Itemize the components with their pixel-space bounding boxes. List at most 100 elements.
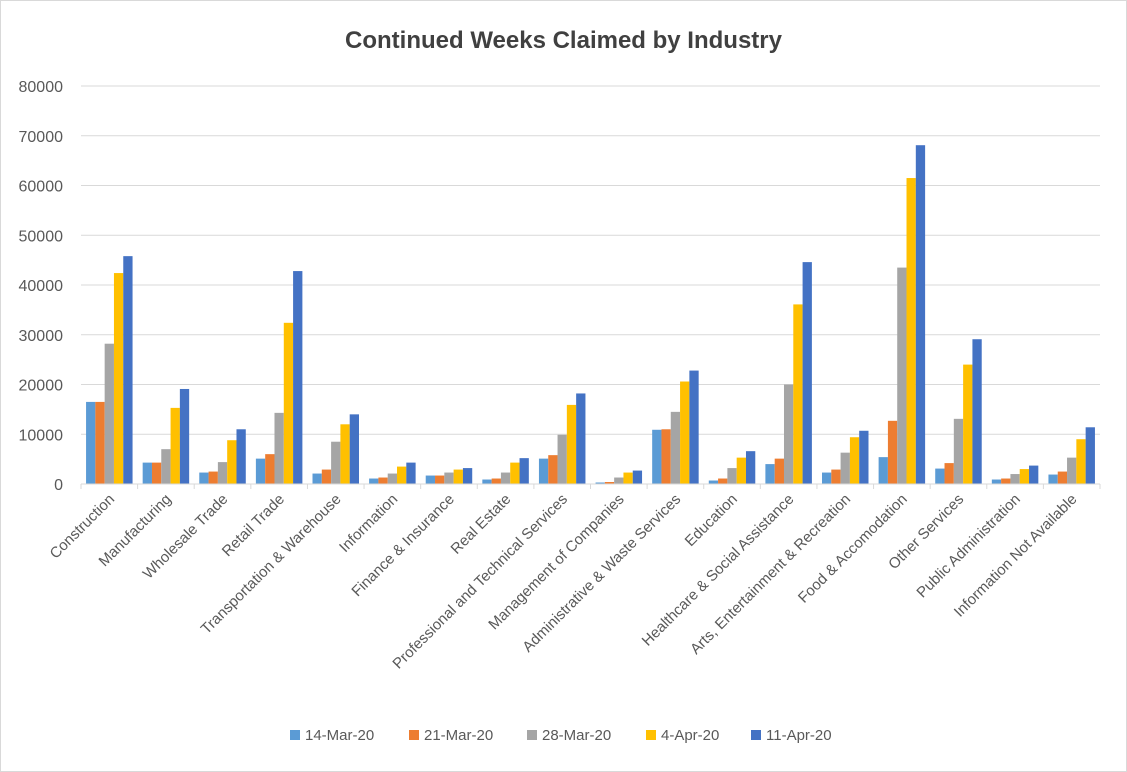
bar xyxy=(557,434,567,484)
bar xyxy=(774,458,784,484)
bars xyxy=(86,145,1095,484)
bar xyxy=(1019,469,1030,484)
bar xyxy=(435,475,445,484)
bar xyxy=(538,458,549,484)
bar xyxy=(915,145,926,484)
bar xyxy=(718,478,728,484)
bar xyxy=(1001,478,1011,484)
y-axis-tick-labels: 0 10000 20000 30000 40000 50000 60000 70000 8000… xyxy=(19,79,64,494)
x-category-label: Food & Accomodation xyxy=(795,491,911,607)
bar xyxy=(906,178,916,484)
legend-label: 14-Mar-20 xyxy=(305,727,374,744)
bar xyxy=(482,479,492,484)
bar xyxy=(369,478,379,484)
bar xyxy=(387,473,398,484)
bar xyxy=(849,437,860,484)
bar xyxy=(321,469,332,484)
bar xyxy=(963,364,973,484)
bar xyxy=(397,466,407,484)
bar xyxy=(944,463,954,484)
y-tick-label: 0 xyxy=(54,477,63,494)
bar xyxy=(1029,465,1039,484)
bar xyxy=(736,457,746,484)
bar xyxy=(95,401,105,484)
bar xyxy=(510,462,520,484)
chart-title: Continued Weeks Claimed by Industry xyxy=(345,27,782,54)
bar xyxy=(293,271,303,484)
bar xyxy=(161,449,171,484)
bar xyxy=(331,441,341,484)
x-category-label: Public Administration xyxy=(913,491,1023,601)
bar xyxy=(274,412,284,484)
bar xyxy=(1067,457,1077,484)
bar xyxy=(802,262,812,484)
bar xyxy=(208,471,218,484)
bar xyxy=(519,458,529,484)
bar xyxy=(689,370,699,484)
bar xyxy=(113,273,124,484)
bar xyxy=(831,469,841,484)
bar xyxy=(491,478,501,484)
gridlines xyxy=(81,85,1100,435)
x-category-label: Finance & Insurance xyxy=(348,491,457,600)
bar xyxy=(859,430,869,484)
legend-label: 28-Mar-20 xyxy=(542,727,611,744)
bar xyxy=(991,479,1002,484)
bar xyxy=(897,267,907,484)
x-category-label: Education xyxy=(682,491,741,550)
bar xyxy=(1057,471,1068,484)
bar xyxy=(236,429,246,484)
bar xyxy=(935,468,945,484)
bar xyxy=(255,458,266,484)
bar xyxy=(953,418,964,484)
bar xyxy=(652,429,662,484)
bar xyxy=(727,468,737,484)
legend-swatch xyxy=(290,730,300,740)
legend-swatch xyxy=(751,730,761,740)
bar xyxy=(604,482,615,484)
bar xyxy=(661,429,671,484)
bar xyxy=(425,475,436,484)
y-tick-label: 10000 xyxy=(19,427,64,444)
bar xyxy=(708,480,719,484)
y-tick-label: 20000 xyxy=(19,378,64,395)
bar xyxy=(878,457,888,484)
legend-label: 4-Apr-20 xyxy=(661,727,719,744)
bar xyxy=(566,404,577,484)
bar xyxy=(783,384,794,484)
bar xyxy=(972,339,982,484)
y-tick-label: 50000 xyxy=(19,228,64,245)
y-tick-label: 70000 xyxy=(19,129,64,146)
bar xyxy=(745,451,756,484)
bar xyxy=(680,381,690,484)
bar xyxy=(793,304,803,484)
bar xyxy=(406,462,416,484)
bar xyxy=(1076,439,1086,484)
bar xyxy=(462,468,473,484)
bar xyxy=(453,469,463,484)
bar xyxy=(123,256,133,484)
bar xyxy=(312,473,322,484)
bar xyxy=(86,401,96,484)
bar xyxy=(623,472,633,484)
bar xyxy=(283,322,294,484)
bar xyxy=(887,420,898,484)
bar xyxy=(1085,427,1095,484)
bar xyxy=(595,482,605,484)
y-tick-label: 30000 xyxy=(19,328,64,345)
bar xyxy=(340,424,350,484)
legend: 14-Mar-20 21-Mar-20 28-Mar-20 4-Apr-20 11-Ap… xyxy=(290,727,832,744)
bar xyxy=(632,470,643,484)
legend-swatch xyxy=(409,730,419,740)
legend-swatch xyxy=(646,730,656,740)
bar xyxy=(1010,474,1020,484)
bar xyxy=(349,414,359,484)
bar xyxy=(614,477,624,484)
bar xyxy=(265,454,275,484)
bar xyxy=(217,462,228,484)
bar xyxy=(1048,474,1058,484)
bar xyxy=(378,477,388,484)
y-tick-label: 80000 xyxy=(19,79,64,96)
